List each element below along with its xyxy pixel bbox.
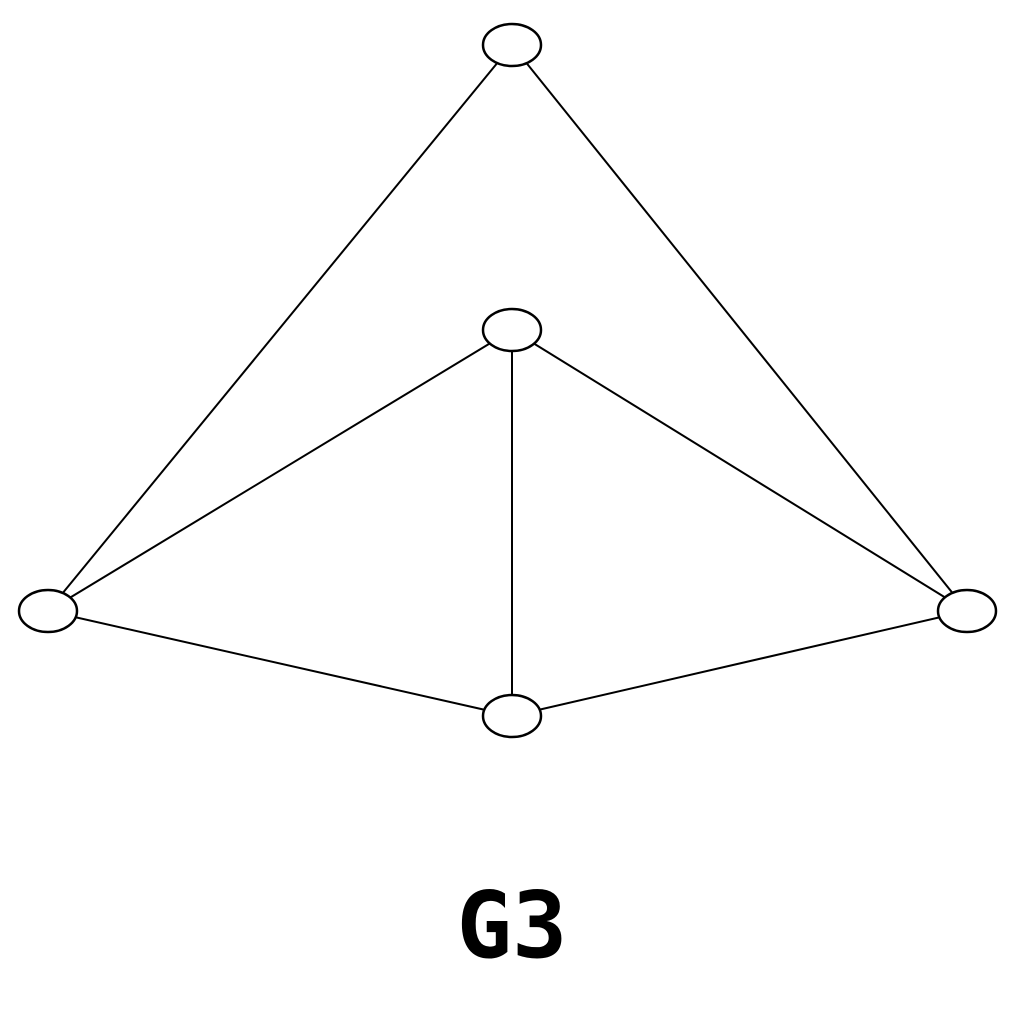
node-n4	[481, 693, 543, 739]
edge-n3-n4	[47, 610, 513, 717]
edge-n1-n3	[47, 44, 513, 612]
node-n1	[481, 22, 543, 68]
nodes-layer	[17, 22, 998, 739]
edge-n2-n5	[511, 329, 968, 612]
node-n3	[17, 588, 79, 634]
node-n5	[936, 588, 998, 634]
edge-n1-n5	[511, 44, 968, 612]
edges-layer	[47, 44, 968, 717]
edge-n4-n5	[511, 610, 968, 717]
edge-n2-n3	[47, 329, 513, 612]
node-n2	[481, 307, 543, 353]
graph-label: G3	[456, 872, 568, 979]
